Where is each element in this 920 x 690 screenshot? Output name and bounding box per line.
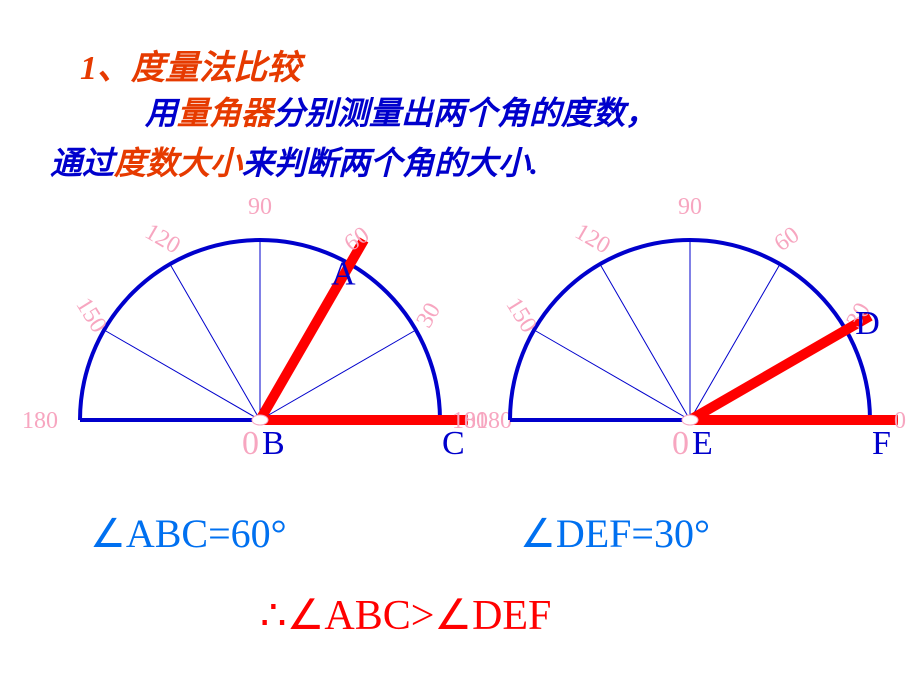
emphasis-span: 度数大小 (114, 145, 242, 181)
degree-label: 30 (412, 299, 447, 333)
text-span: 通过 (50, 145, 114, 181)
vertex-label-top: D (855, 305, 880, 342)
angle-def-equation: ∠DEF=30° (520, 510, 710, 557)
vertex-label-origin: B (262, 425, 285, 462)
degree-label: 180 (452, 408, 488, 434)
tick-line (104, 330, 260, 420)
vertex-label-hidden: 0 (242, 425, 259, 462)
vertex-label-top: A (331, 256, 356, 293)
protractor-abc-svg: 0306090120150180180A0BC (40, 220, 480, 480)
vertex-dot (252, 415, 268, 425)
degree-label: 90 (248, 194, 272, 220)
body-text-line-1: 用量角器分别测量出两个角的度数， (145, 88, 657, 134)
tick-line (534, 330, 690, 420)
degree-label: 120 (140, 219, 184, 260)
vertex-label-origin: E (692, 425, 713, 462)
degree-label: 60 (340, 222, 375, 257)
angle-ray (690, 316, 870, 420)
body-text-line-2: 通过度数大小来判断两个角的大小. (50, 138, 538, 184)
text-span: 用 (145, 95, 177, 131)
vertex-label-hidden: 0 (672, 425, 689, 462)
text-span: 分别测量出两个角的度数， (273, 95, 657, 131)
degree-label: 180 (22, 408, 58, 434)
degree-label: 90 (678, 194, 702, 220)
tick-line (600, 264, 690, 420)
angle-abc-equation: ∠ABC=60° (90, 510, 287, 557)
text-span: 来判断两个角的大小. (242, 145, 538, 181)
protractor-abc: 0306090120150180180A0BC (40, 220, 480, 485)
protractor-def: 0306090120150180D0EF (470, 220, 910, 485)
protractor-def-svg: 0306090120150180D0EF (470, 220, 910, 480)
vertex-label-right: F (872, 425, 891, 462)
conclusion: ∴∠ABC>∠DEF (260, 590, 551, 640)
degree-label: 120 (570, 219, 614, 260)
vertex-dot (682, 415, 698, 425)
degree-label: 60 (770, 222, 805, 257)
degree-label: 0 (894, 408, 906, 434)
tick-line (170, 264, 260, 420)
section-heading: 1、度量法比较 (80, 40, 301, 89)
emphasis-span: 量角器 (177, 95, 273, 131)
